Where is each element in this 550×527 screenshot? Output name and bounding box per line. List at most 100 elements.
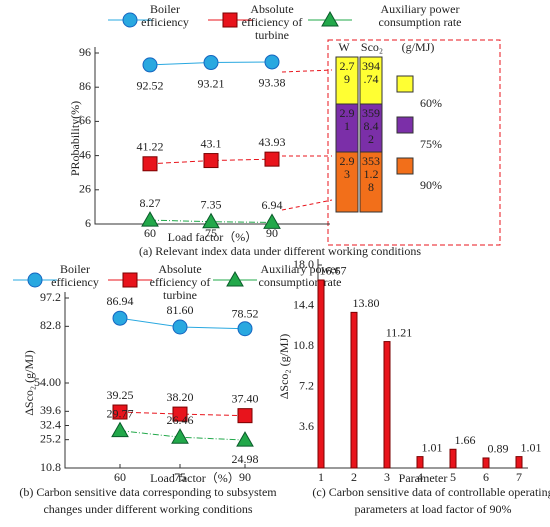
inset-legend-label: 75%	[420, 137, 442, 151]
y-tick-label: 7.2	[299, 379, 314, 393]
value-label: 6.94	[262, 198, 283, 212]
value-label: 13.80	[353, 296, 380, 310]
inset-legend-label: 60%	[420, 96, 442, 110]
value-label: 8.27	[140, 196, 161, 210]
marker	[171, 428, 189, 444]
bar	[515, 456, 523, 469]
inset-cell	[335, 151, 359, 213]
x-tick-label: 90	[266, 226, 278, 240]
x-tick-label: 7	[516, 470, 522, 484]
value-label: 26.46	[167, 413, 194, 427]
marker	[264, 54, 280, 70]
caption: parameters at load factor of 90%	[355, 502, 512, 516]
bar	[317, 279, 325, 469]
marker	[27, 272, 43, 288]
marker	[172, 319, 188, 335]
inset-cell-text: 353 1.2 8	[362, 154, 380, 194]
y-tick-label: 32.4	[40, 417, 61, 431]
y-axis-label: PRobability(%)	[68, 101, 82, 176]
bar	[449, 448, 457, 469]
marker	[141, 211, 159, 227]
y-tick-label: 25.2	[40, 431, 61, 445]
x-tick-label: 1	[318, 470, 324, 484]
marker	[222, 12, 238, 28]
caption: changes under different working conditio…	[43, 502, 252, 516]
marker	[263, 213, 281, 229]
value-label: 24.98	[232, 452, 259, 466]
y-tick-label: 82.8	[40, 318, 61, 332]
y-tick-label: 10.8	[40, 460, 61, 474]
value-label: 38.20	[167, 390, 194, 404]
value-label: 43.1	[201, 136, 222, 150]
legend-label: Absolute efficiency of turbine	[242, 2, 303, 42]
inset-header: W	[338, 40, 350, 54]
marker	[122, 272, 138, 288]
inset-legend-swatch	[396, 157, 414, 175]
marker	[172, 406, 188, 422]
marker	[237, 321, 253, 337]
value-label: 7.35	[201, 197, 222, 211]
caption: (b) Carbon sensitive data corresponding …	[19, 485, 277, 499]
inset-header: Sco₂	[361, 40, 383, 54]
value-label: 0.89	[488, 442, 509, 456]
marker	[236, 431, 254, 447]
marker	[264, 151, 280, 167]
x-axis-label: Load factor（%）	[150, 471, 240, 485]
value-label: 37.40	[232, 391, 259, 405]
bar	[350, 311, 358, 469]
value-label: 93.38	[259, 76, 286, 90]
value-label: 1.66	[455, 433, 476, 447]
value-label: 92.52	[137, 79, 164, 93]
marker	[142, 156, 158, 172]
value-label: 43.93	[259, 135, 286, 149]
y-tick-label: 26	[79, 182, 91, 196]
marker	[142, 57, 158, 73]
value-label: 93.21	[198, 76, 225, 90]
inset-cell-text: 394.74	[362, 59, 380, 86]
marker	[202, 212, 220, 229]
value-label: 39.25	[107, 388, 134, 402]
y-tick-label: 66	[79, 113, 91, 127]
y-tick-label: 6	[85, 216, 91, 230]
x-tick-label: 3	[384, 470, 390, 484]
y-tick-label: 39.6	[40, 403, 61, 417]
series-line	[149, 158, 273, 165]
marker	[226, 270, 244, 287]
marker	[237, 408, 253, 424]
marker	[203, 153, 219, 169]
x-tick-label: 90	[239, 470, 251, 484]
bar	[416, 456, 424, 469]
y-tick-label: 46	[79, 147, 91, 161]
x-tick-label: 6	[483, 470, 489, 484]
caption: (a) Relevant index data under different …	[139, 244, 421, 258]
legend-label: Absolute efficiency of turbine	[150, 262, 211, 302]
legend-label: Boiler efficiency	[141, 2, 189, 29]
marker	[321, 10, 339, 27]
y-tick-label: 86	[79, 79, 91, 93]
value-label: 41.22	[137, 140, 164, 154]
bar	[482, 457, 490, 469]
inset-cell-text: 2.9 1	[340, 106, 355, 133]
inset-header: (g/MJ)	[402, 40, 435, 54]
legend-label: Auxiliary power consumption rate	[379, 2, 462, 29]
x-axis-label: Parameter	[399, 471, 448, 485]
bar	[383, 341, 391, 469]
legend-label: Boiler efficiency	[51, 262, 99, 289]
x-tick-label: 60	[114, 470, 126, 484]
y-tick-label: 18.0	[293, 257, 314, 271]
series-line	[149, 219, 273, 223]
x-tick-label: 60	[144, 226, 156, 240]
x-tick-label: 4	[417, 470, 423, 484]
caption: (c) Carbon sensitive data of controllabl…	[312, 485, 550, 499]
y-axis-label: ΔSco₂ (g/MJ)	[277, 334, 291, 400]
axis	[317, 259, 528, 469]
y-axis-label: ΔSco₂ (g/MJ)	[22, 350, 36, 416]
y-tick-label: 10.8	[293, 338, 314, 352]
x-axis-label: Load factor（%）	[168, 230, 258, 244]
value-label: 1.01	[422, 440, 443, 454]
inset-legend-swatch	[396, 75, 414, 93]
inset-cell-text: 2.7 9	[340, 59, 355, 86]
x-tick-label: 5	[450, 470, 456, 484]
value-label: 78.52	[232, 306, 259, 320]
inset-legend-swatch	[396, 116, 414, 134]
